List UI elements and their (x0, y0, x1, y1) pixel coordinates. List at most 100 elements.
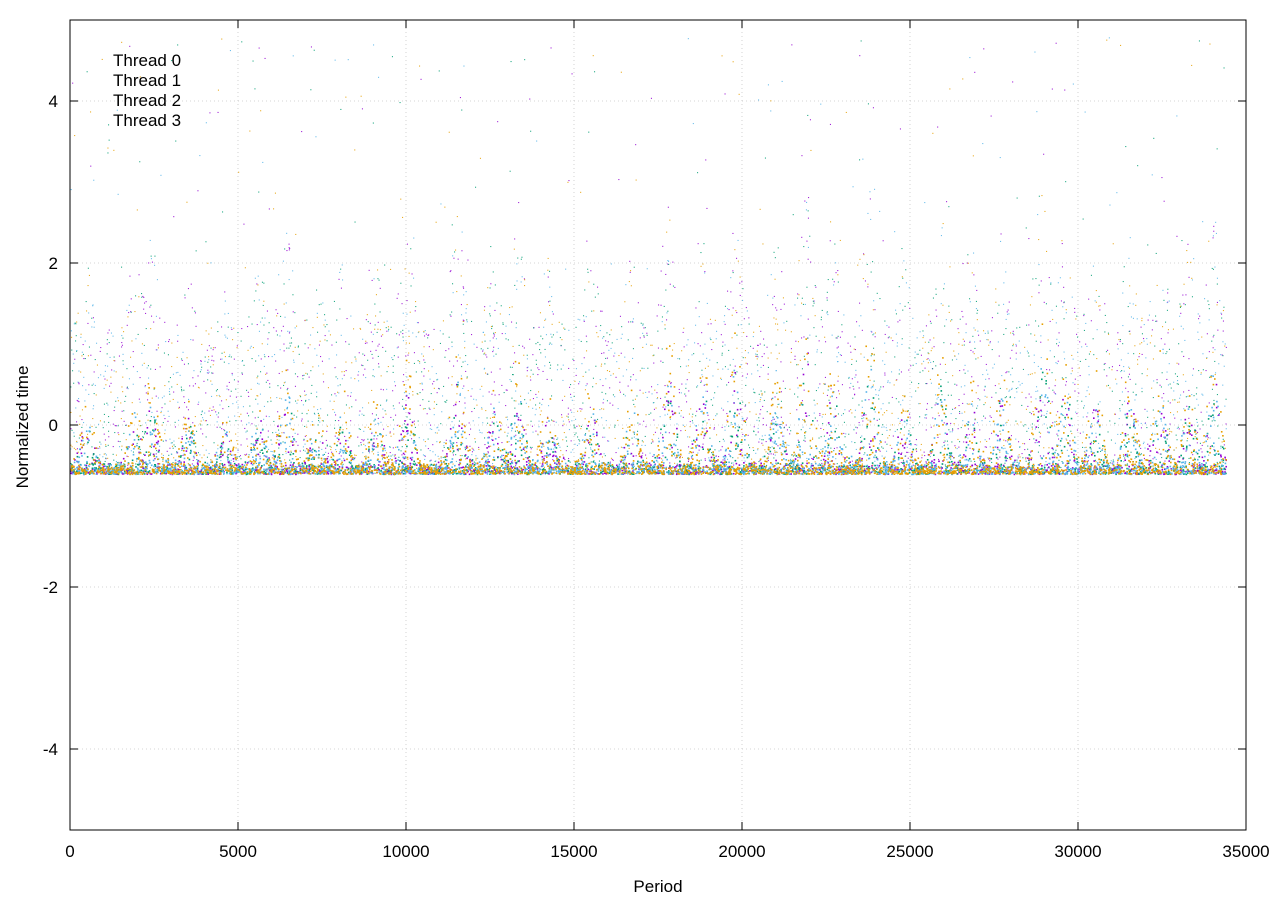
data-point (812, 458, 814, 460)
data-point (203, 381, 204, 382)
data-point (331, 452, 332, 453)
data-point (1127, 455, 1129, 457)
data-point (892, 340, 893, 341)
data-point (806, 241, 807, 242)
data-point (1038, 441, 1040, 443)
data-point (853, 389, 854, 390)
data-point (1091, 454, 1093, 456)
data-point (693, 452, 694, 453)
data-point (981, 356, 982, 357)
data-point (227, 455, 228, 456)
data-point (602, 471, 604, 473)
data-point (1052, 447, 1054, 449)
data-point (734, 390, 736, 392)
data-point (266, 373, 267, 374)
data-point (603, 428, 604, 429)
data-point (820, 464, 822, 466)
data-point (816, 336, 817, 337)
data-point (256, 442, 258, 444)
data-point (195, 312, 196, 313)
data-point (163, 422, 164, 423)
data-point (379, 344, 380, 345)
data-point (395, 458, 397, 460)
data-point (855, 349, 856, 350)
data-point (784, 427, 785, 428)
data-point (966, 324, 967, 325)
data-point (989, 460, 990, 461)
data-point (744, 318, 745, 319)
data-point (1050, 427, 1052, 429)
data-point (118, 425, 119, 426)
data-point (215, 471, 216, 472)
data-point (978, 473, 980, 475)
data-point (1207, 333, 1208, 334)
data-point (381, 389, 382, 390)
data-point (1112, 463, 1113, 464)
data-point (383, 429, 384, 430)
data-point (946, 433, 948, 435)
data-point (865, 414, 866, 415)
data-point (698, 343, 699, 344)
data-point (668, 391, 670, 393)
data-point (72, 83, 73, 84)
data-point (321, 463, 323, 465)
data-point (1186, 447, 1188, 449)
data-point (122, 345, 123, 346)
data-point (750, 346, 751, 347)
data-point (221, 428, 222, 429)
data-point (825, 377, 826, 378)
data-point (269, 208, 270, 209)
data-point (519, 460, 520, 461)
data-point (261, 358, 262, 359)
data-point (664, 409, 666, 411)
data-point (549, 362, 550, 363)
data-point (603, 352, 604, 353)
data-point (603, 402, 604, 403)
data-point (938, 459, 939, 460)
data-point (457, 437, 459, 439)
data-point (1121, 377, 1122, 378)
data-point (182, 436, 183, 437)
data-point (116, 425, 117, 426)
data-point (266, 416, 267, 417)
data-point (402, 406, 403, 407)
data-point (1047, 432, 1048, 433)
data-point (852, 378, 853, 379)
data-point (996, 457, 998, 459)
data-point (494, 381, 495, 382)
data-point (924, 452, 925, 453)
data-point (262, 452, 264, 454)
data-point (708, 324, 709, 325)
data-point (129, 276, 130, 277)
data-point (77, 448, 78, 449)
data-point (758, 442, 759, 443)
data-point (519, 469, 520, 470)
data-point (667, 404, 669, 406)
data-point (192, 307, 193, 308)
data-point (958, 462, 960, 464)
data-point (838, 282, 839, 283)
data-point (657, 315, 658, 316)
data-point (521, 403, 523, 405)
data-point (269, 383, 270, 384)
data-point (342, 432, 344, 434)
data-point (584, 321, 585, 322)
data-point (527, 458, 528, 459)
data-point (733, 473, 735, 475)
data-point (320, 356, 321, 357)
data-point (1028, 352, 1029, 353)
data-point (1177, 461, 1179, 463)
data-point (732, 436, 734, 438)
data-point (1049, 277, 1050, 278)
data-point (277, 334, 278, 335)
data-point (926, 463, 927, 464)
data-point (1162, 397, 1163, 398)
data-point (346, 370, 347, 371)
data-point (1007, 311, 1008, 312)
data-point (1186, 474, 1188, 476)
data-point (877, 293, 878, 294)
data-point (246, 438, 247, 439)
data-point (489, 391, 490, 392)
data-point (1187, 244, 1188, 245)
data-point (795, 459, 796, 460)
